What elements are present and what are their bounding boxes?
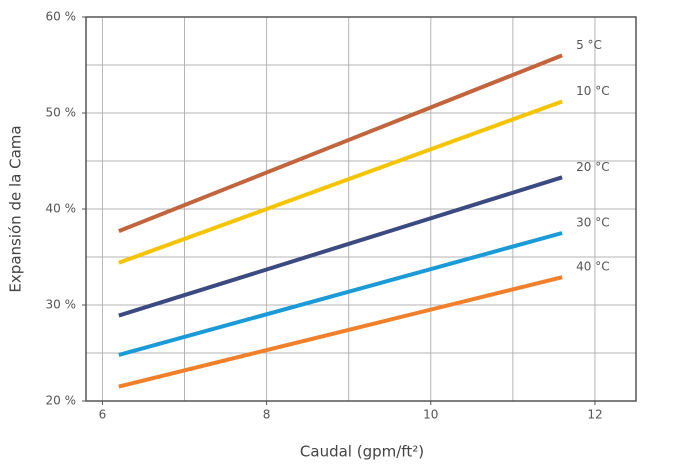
series-line xyxy=(118,99,563,265)
y-axis-title: Expansión de la Cama xyxy=(7,125,25,292)
y-tick-label: 40 % xyxy=(46,202,77,216)
legend-label: 10 °C xyxy=(576,84,609,98)
series-line xyxy=(118,231,563,357)
x-tick-label: 6 xyxy=(99,408,107,422)
y-tick-label: 30 % xyxy=(46,298,77,312)
x-tick-label: 12 xyxy=(587,408,602,422)
series-line xyxy=(118,175,563,318)
x-tick-label: 8 xyxy=(263,408,271,422)
y-tick-label: 60 % xyxy=(46,10,77,24)
legend-label: 40 °C xyxy=(576,260,609,274)
series-line xyxy=(118,275,563,389)
x-axis-title: Caudal (gpm/ft²) xyxy=(300,443,424,461)
legend-label: 20 °C xyxy=(576,160,609,174)
y-tick-label: 50 % xyxy=(46,106,77,120)
legend-label: 5 °C xyxy=(576,38,602,52)
y-tick-label: 20 % xyxy=(46,394,77,408)
x-tick-label: 10 xyxy=(423,408,438,422)
series-line xyxy=(118,53,563,233)
legend-label: 30 °C xyxy=(576,216,609,230)
